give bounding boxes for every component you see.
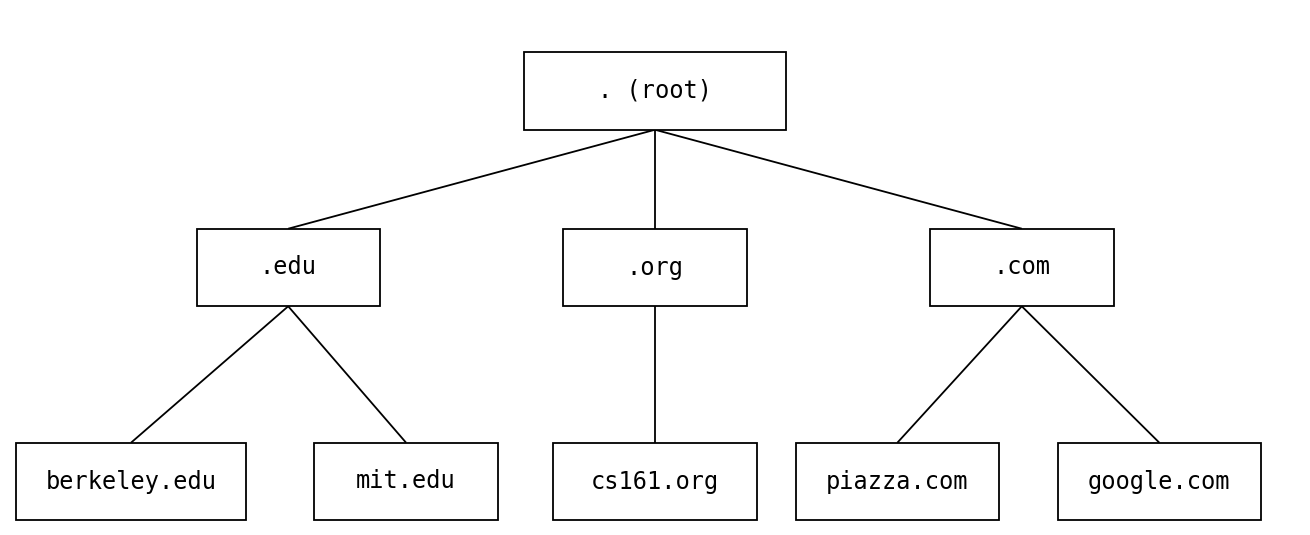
FancyBboxPatch shape — [1058, 443, 1260, 520]
FancyBboxPatch shape — [553, 443, 757, 520]
FancyBboxPatch shape — [196, 228, 380, 306]
Text: cs161.org: cs161.org — [591, 470, 719, 493]
Text: .com: .com — [993, 256, 1051, 279]
FancyBboxPatch shape — [17, 443, 246, 520]
FancyBboxPatch shape — [524, 52, 786, 129]
FancyBboxPatch shape — [314, 443, 498, 520]
Text: .org: .org — [626, 256, 684, 279]
Text: . (root): . (root) — [597, 79, 713, 103]
Text: google.com: google.com — [1089, 470, 1230, 493]
Text: .edu: .edu — [259, 256, 317, 279]
FancyBboxPatch shape — [930, 228, 1114, 306]
Text: piazza.com: piazza.com — [827, 470, 968, 493]
FancyBboxPatch shape — [563, 228, 747, 306]
Text: berkeley.edu: berkeley.edu — [46, 470, 216, 493]
FancyBboxPatch shape — [796, 443, 1000, 520]
Text: mit.edu: mit.edu — [356, 470, 456, 493]
